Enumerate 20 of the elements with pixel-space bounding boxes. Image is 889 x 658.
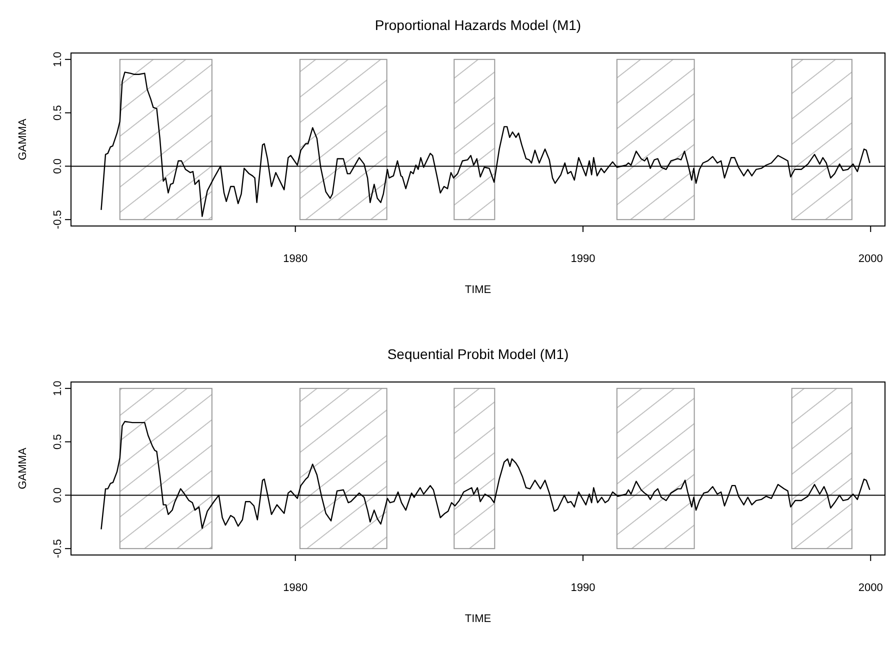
y-tick-label: 0.5 bbox=[52, 105, 64, 120]
y-tick-label: 0.5 bbox=[52, 434, 64, 450]
y-tick-label: 1.0 bbox=[52, 380, 64, 396]
y-tick-label: 0.0 bbox=[52, 158, 64, 174]
x-axis-title: TIME bbox=[464, 613, 492, 625]
x-tick-label: 1980 bbox=[283, 253, 308, 265]
y-tick-label: -0.5 bbox=[52, 539, 64, 558]
chart-title: Proportional Hazards Model (M1) bbox=[374, 17, 582, 33]
y-tick-label: 1.0 bbox=[52, 52, 64, 68]
y-axis-title: GAMMA bbox=[17, 447, 29, 490]
chart-title: Sequential Probit Model (M1) bbox=[387, 346, 569, 362]
x-tick-label: 1990 bbox=[570, 582, 596, 594]
x-tick-label: 2000 bbox=[858, 582, 883, 594]
y-tick-label: -0.5 bbox=[52, 210, 64, 230]
x-tick-label: 1980 bbox=[283, 582, 308, 594]
y-axis-title: GAMMA bbox=[17, 118, 29, 160]
y-tick-label: 0.0 bbox=[52, 488, 64, 503]
x-axis-title: TIME bbox=[464, 284, 492, 296]
x-tick-label: 2000 bbox=[858, 253, 883, 265]
x-tick-label: 1990 bbox=[570, 253, 596, 265]
